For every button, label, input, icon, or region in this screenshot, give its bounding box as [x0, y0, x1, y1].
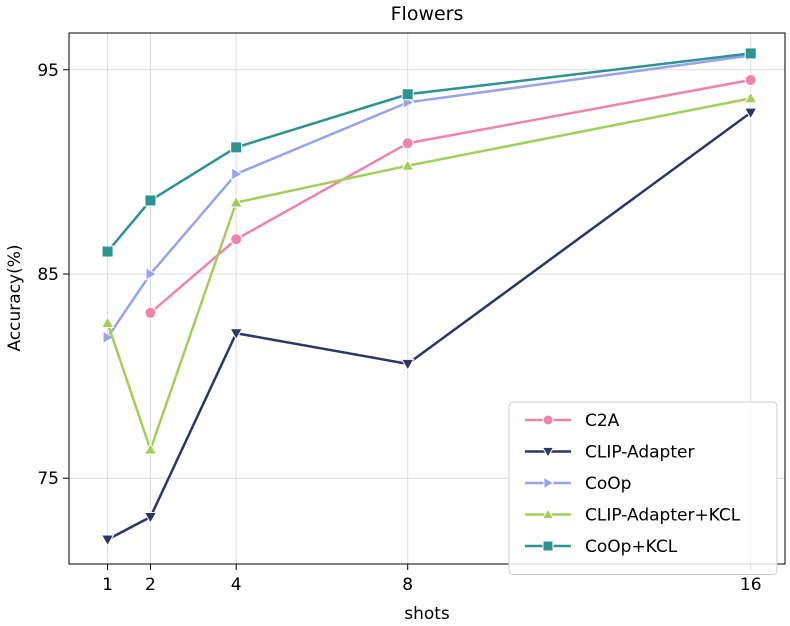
y-tick-label: 85: [37, 265, 59, 285]
series-line-coop-kcl: [106, 52, 751, 253]
legend-swatch-marker: [541, 507, 555, 520]
legend-item-c2a: C2A: [525, 411, 620, 431]
data-point-clip-adapter: [143, 512, 158, 525]
y-axis-label: Accuracy(%): [5, 244, 25, 351]
data-point-clip-adapter: [229, 328, 244, 341]
data-point-clip-adapter-kcl: [400, 158, 415, 171]
data-point-c2a: [744, 73, 757, 86]
data-point-coop-kcl: [144, 194, 157, 207]
data-point-coop-kcl: [101, 245, 114, 258]
legend-label: CoOp+KCL: [585, 537, 678, 557]
x-tick-label: 2: [145, 575, 156, 595]
data-point-c2a: [401, 137, 414, 150]
x-tick-label: 16: [740, 575, 762, 595]
legend-label: CLIP-Adapter: [585, 443, 694, 463]
x-tick-label: 4: [231, 575, 242, 595]
y-tick-label: 75: [37, 469, 59, 489]
legend-item-clip-adapter-kcl: CLIP-Adapter+KCL: [525, 506, 741, 526]
series-clip-adapter: [100, 107, 758, 547]
ticks: 1 2 4 8 16 75 85 95: [37, 61, 761, 595]
series-coop-kcl: [101, 47, 757, 258]
series-c2a: [144, 73, 757, 319]
legend-item-clip-adapter: CLIP-Adapter: [525, 443, 694, 463]
data-point-coop-kcl: [744, 47, 757, 60]
legend: C2A CLIP-Adapter CoOp CLIP-Adapter+KCL CoOp+…: [508, 401, 778, 575]
legend-label: CLIP-Adapter+KCL: [585, 506, 741, 526]
grid: [69, 33, 785, 564]
data-point-clip-adapter-kcl: [143, 442, 158, 455]
x-axis-label: shots: [404, 604, 450, 624]
legend-swatch-marker: [542, 414, 554, 426]
plot-frame: [68, 32, 786, 565]
series-layer: [100, 47, 758, 547]
data-point-clip-adapter: [743, 107, 758, 120]
x-tick-label: 8: [402, 575, 413, 595]
data-point-coop-kcl: [230, 141, 243, 154]
data-point-clip-adapter-kcl: [100, 315, 115, 329]
data-point-coop: [231, 167, 244, 181]
y-tick-label: 95: [37, 61, 59, 81]
legend-box: [508, 401, 778, 575]
legend-item-coop-kcl: CoOp+KCL: [525, 537, 678, 557]
legend-label: CoOp: [585, 474, 631, 494]
data-point-clip-adapter: [100, 534, 115, 547]
data-point-clip-adapter-kcl: [229, 195, 244, 208]
data-point-clip-adapter-kcl: [743, 91, 758, 104]
chart-title: Flowers: [391, 3, 464, 25]
legend-item-coop: CoOp: [525, 474, 631, 494]
data-point-c2a: [230, 233, 243, 246]
data-point-coop-kcl: [401, 88, 414, 101]
legend-swatch-marker: [542, 540, 554, 552]
data-point-c2a: [144, 306, 157, 319]
x-tick-label: 1: [102, 575, 113, 595]
series-coop: [102, 48, 758, 345]
data-point-coop: [145, 267, 158, 281]
legend-label: C2A: [585, 411, 620, 431]
data-point-clip-adapter: [400, 358, 415, 371]
legend-swatch-marker: [541, 446, 555, 459]
series-line-c2a: [149, 78, 751, 314]
series-clip-adapter-kcl: [100, 91, 758, 455]
data-point-coop: [102, 330, 115, 345]
legend-swatch-marker: [543, 476, 555, 490]
